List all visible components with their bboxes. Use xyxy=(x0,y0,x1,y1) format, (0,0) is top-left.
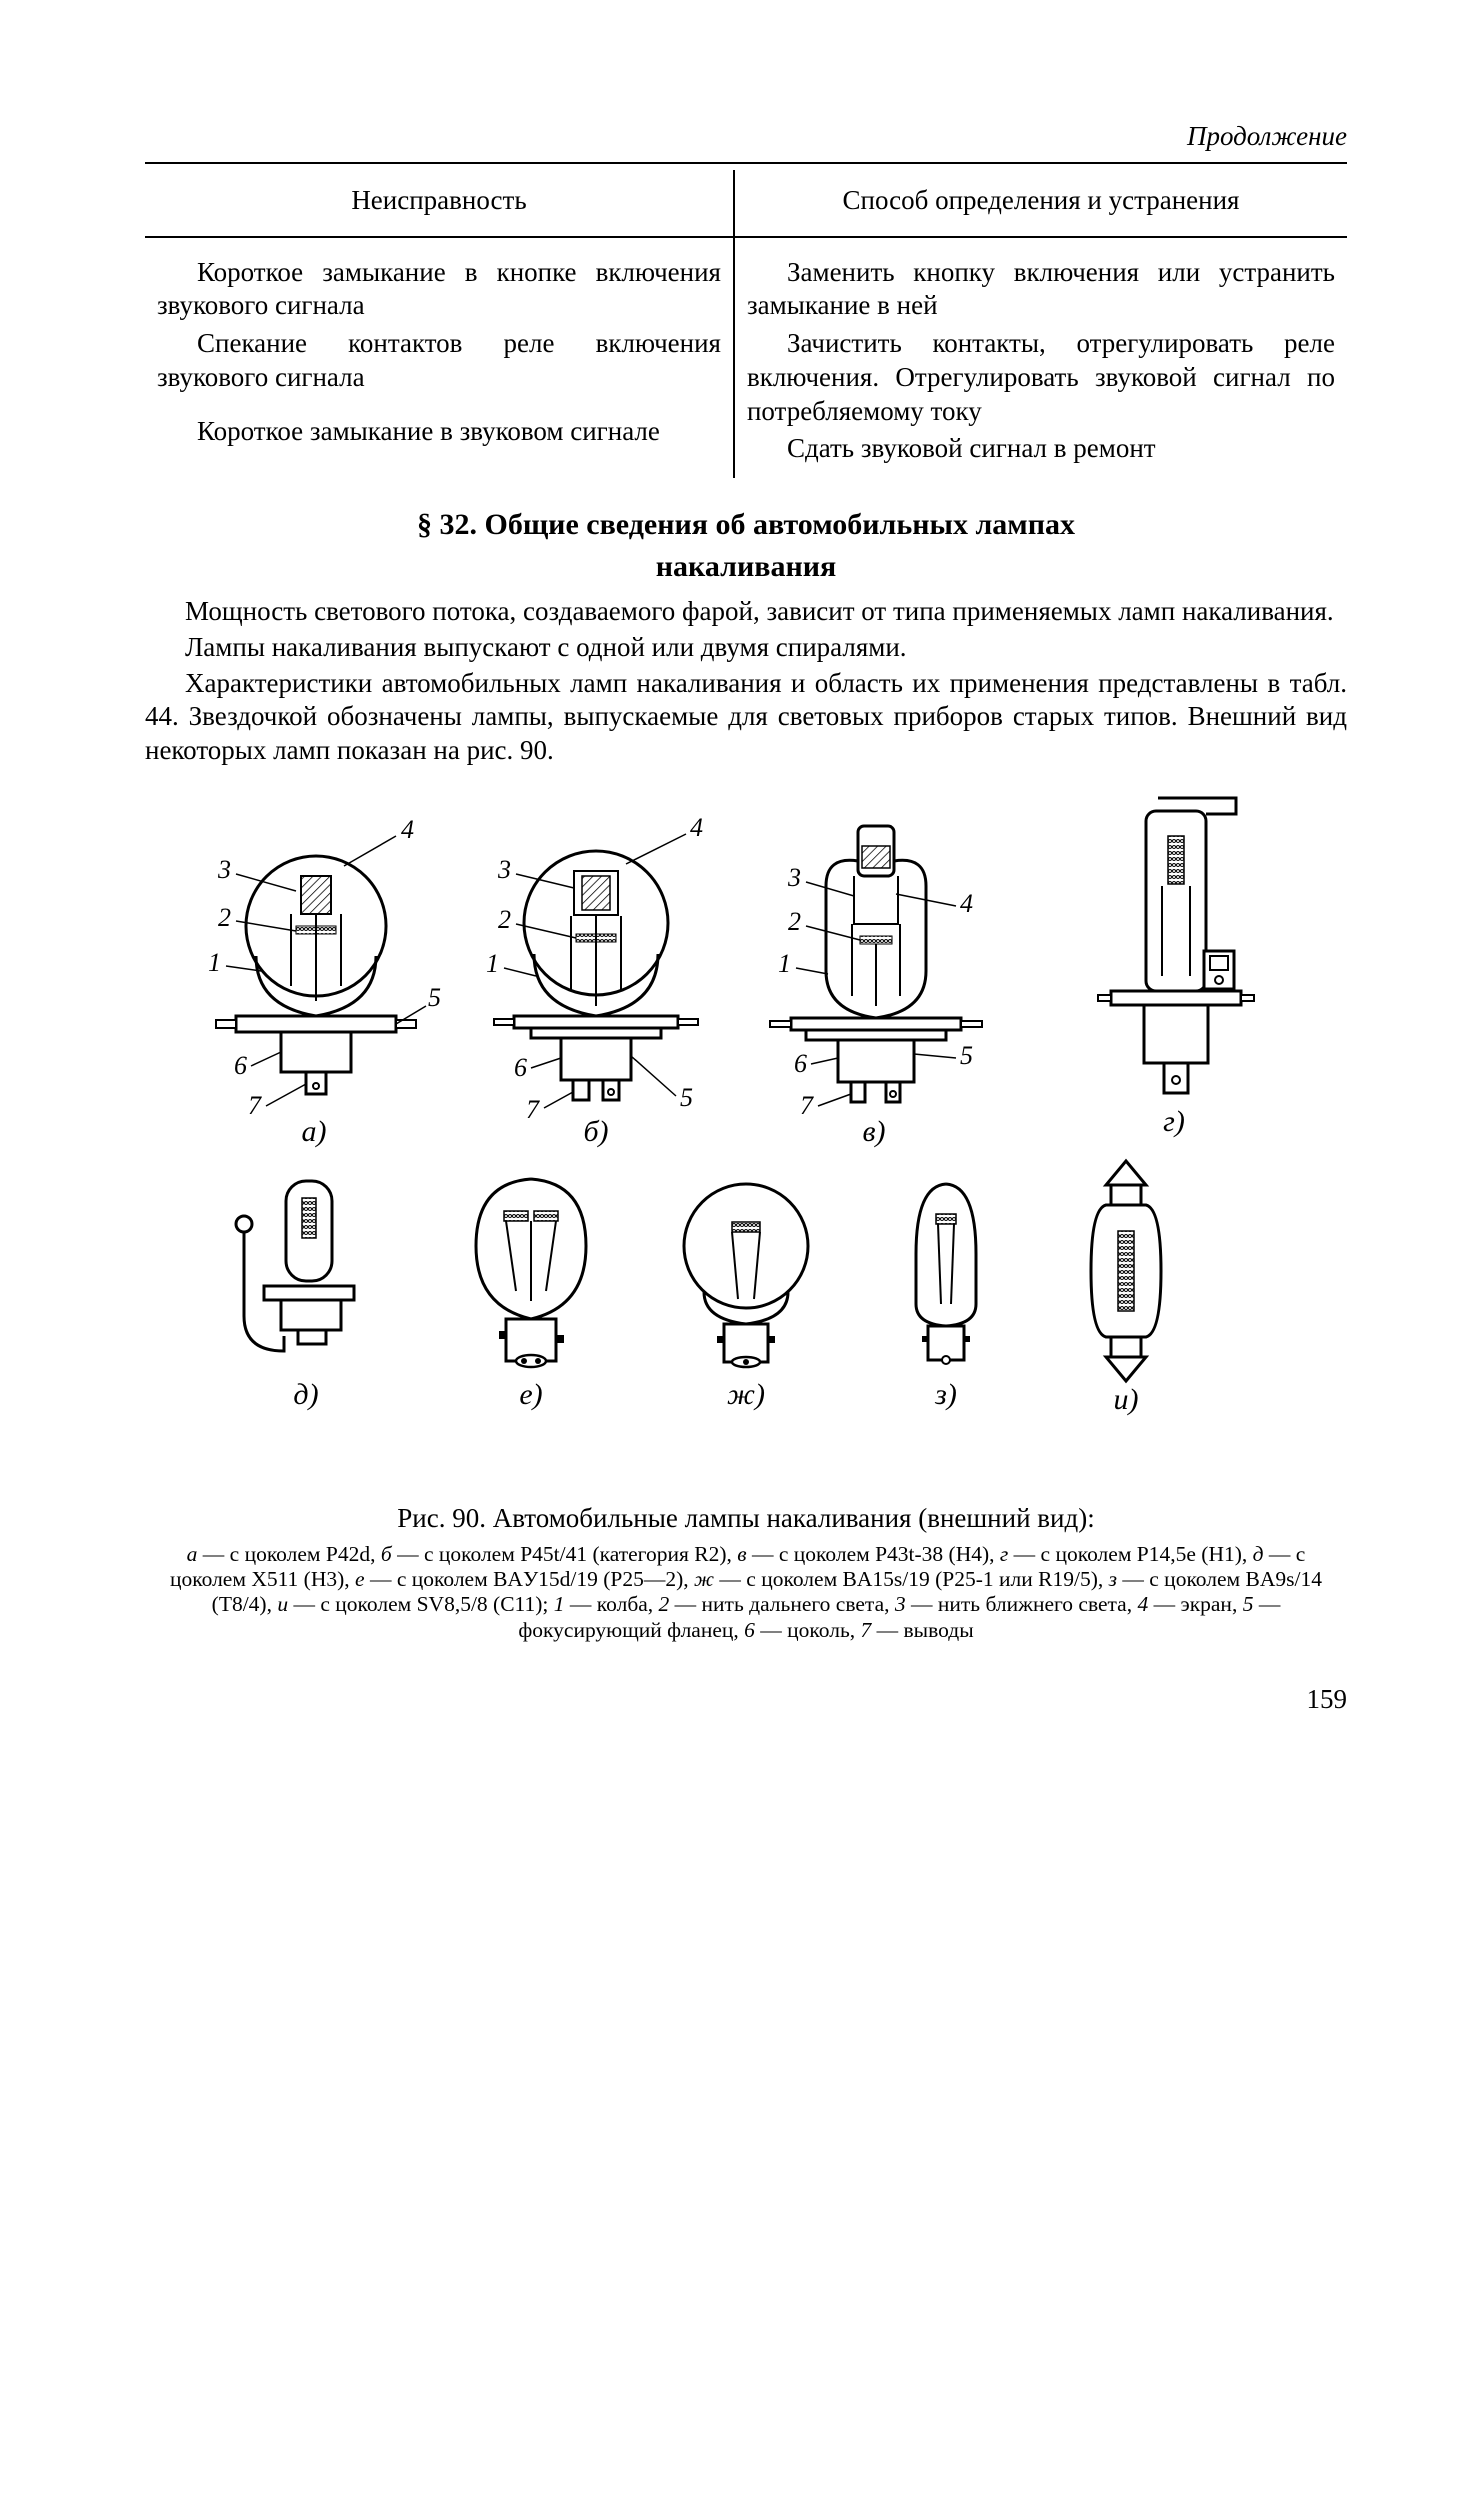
fault-cell: Спекание контактов реле включения звуков… xyxy=(157,327,721,395)
svg-text:б): б) xyxy=(583,1115,608,1148)
svg-text:5: 5 xyxy=(428,983,441,1012)
svg-text:з): з) xyxy=(934,1378,957,1411)
paragraph: Мощность светового потока, создаваемого … xyxy=(145,595,1347,629)
page-number: 159 xyxy=(145,1683,1347,1717)
svg-text:7: 7 xyxy=(248,1091,262,1120)
svg-text:1: 1 xyxy=(208,948,221,977)
lamp-zh: ж) xyxy=(684,1184,808,1411)
fix-cell: Зачистить контакты, отрегулировать реле … xyxy=(747,327,1335,428)
top-rule xyxy=(145,162,1347,164)
svg-text:ж): ж) xyxy=(727,1378,765,1411)
page: Продолжение Неисправность Способ определ… xyxy=(0,0,1472,1797)
svg-text:6: 6 xyxy=(514,1053,527,1082)
svg-text:4: 4 xyxy=(690,813,703,842)
lamp-g: г) xyxy=(1098,798,1254,1138)
svg-text:3: 3 xyxy=(217,855,231,884)
lamp-z: з) xyxy=(916,1184,976,1411)
svg-text:4: 4 xyxy=(401,815,414,844)
lamp-v: 4 3 2 1 5 6 7 в) xyxy=(770,826,982,1148)
svg-text:6: 6 xyxy=(794,1049,807,1078)
body-text: Мощность светового потока, создаваемого … xyxy=(145,595,1347,768)
svg-text:г): г) xyxy=(1163,1105,1185,1138)
continuation-label: Продолжение xyxy=(145,120,1347,154)
svg-text:2: 2 xyxy=(498,905,511,934)
table-header-fix: Способ определения и устранения xyxy=(734,170,1347,237)
figure-90: 4 3 2 1 5 6 7 а) xyxy=(145,796,1347,1476)
svg-text:3: 3 xyxy=(497,855,511,884)
svg-text:7: 7 xyxy=(800,1091,814,1120)
svg-text:5: 5 xyxy=(680,1083,693,1112)
svg-text:е): е) xyxy=(519,1378,542,1411)
fault-cell: Короткое замыкание в звуковом сигнале xyxy=(157,415,721,449)
section-subtitle: накаливания xyxy=(145,548,1347,586)
lamp-d: д) xyxy=(236,1181,354,1411)
lamp-b: 4 3 2 1 5 6 7 б) xyxy=(486,813,703,1148)
paragraph: Характеристики автомобильных ламп накали… xyxy=(145,667,1347,768)
svg-text:7: 7 xyxy=(526,1095,540,1124)
figure-caption: Рис. 90. Автомобильные лампы накаливания… xyxy=(145,1502,1347,1536)
table-header-fault: Неисправность xyxy=(145,170,734,237)
svg-text:4: 4 xyxy=(960,889,973,918)
table-row: Короткое замыкание в кнопке включения зв… xyxy=(145,237,1347,479)
faults-table: Неисправность Способ определения и устра… xyxy=(145,170,1347,478)
fix-cell: Сдать звуковой сигнал в ремонт xyxy=(747,432,1335,466)
lamps-svg: 4 3 2 1 5 6 7 а) xyxy=(156,796,1336,1476)
svg-text:и): и) xyxy=(1114,1383,1139,1416)
section-title: § 32. Общие сведения об автомобильных ла… xyxy=(145,506,1347,544)
lamp-e: е) xyxy=(476,1179,586,1411)
svg-text:6: 6 xyxy=(234,1051,247,1080)
fix-cell: Заменить кнопку включения или устранить … xyxy=(747,256,1335,324)
svg-text:д): д) xyxy=(293,1378,318,1411)
svg-text:3: 3 xyxy=(787,863,801,892)
svg-text:1: 1 xyxy=(778,949,791,978)
svg-text:5: 5 xyxy=(960,1041,973,1070)
svg-text:а): а) xyxy=(302,1115,327,1148)
svg-text:1: 1 xyxy=(486,949,499,978)
svg-text:2: 2 xyxy=(218,903,231,932)
lamp-a: 4 3 2 1 5 6 7 а) xyxy=(208,815,441,1148)
paragraph: Лампы накаливания выпускают с одной или … xyxy=(145,631,1347,665)
figure-legend: а — с цоколем P42d, б — с цоколем P45t/4… xyxy=(165,1542,1327,1643)
fault-cell: Короткое замыкание в кнопке включения зв… xyxy=(157,256,721,324)
lamp-i: и) xyxy=(1091,1161,1161,1416)
svg-text:2: 2 xyxy=(788,907,801,936)
svg-text:в): в) xyxy=(862,1115,885,1148)
